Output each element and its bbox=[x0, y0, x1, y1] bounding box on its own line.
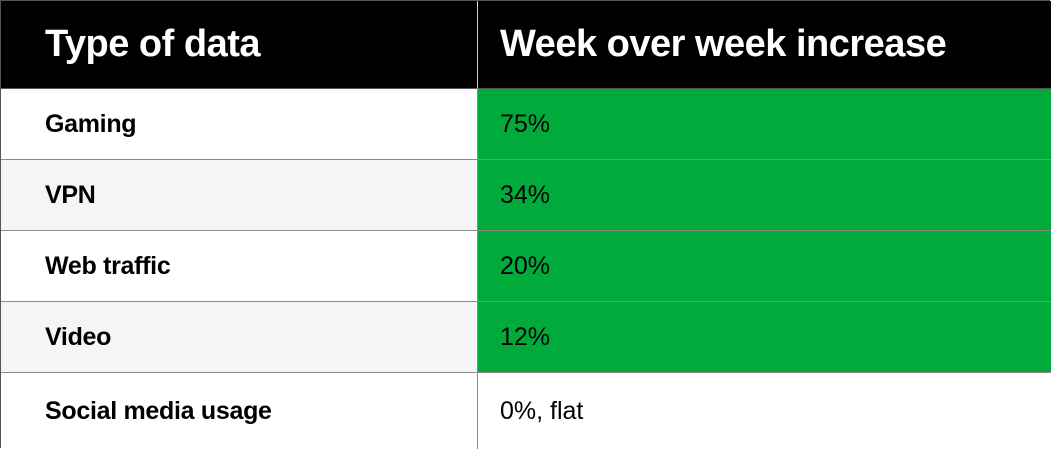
header-type-of-data: Type of data bbox=[1, 1, 477, 89]
row-value-gaming: 75% bbox=[477, 89, 1051, 160]
row-value-vpn: 34% bbox=[477, 160, 1051, 231]
row-label-video: Video bbox=[1, 302, 477, 373]
row-value-video: 12% bbox=[477, 302, 1051, 373]
row-label-gaming: Gaming bbox=[1, 89, 477, 160]
header-week-over-week-increase: Week over week increase bbox=[477, 1, 1051, 89]
row-label-web-traffic: Web traffic bbox=[1, 231, 477, 302]
row-label-social-media-usage: Social media usage bbox=[1, 373, 477, 449]
row-value-web-traffic: 20% bbox=[477, 231, 1051, 302]
row-label-vpn: VPN bbox=[1, 160, 477, 231]
row-value-social-media-usage: 0%, flat bbox=[477, 373, 1051, 449]
